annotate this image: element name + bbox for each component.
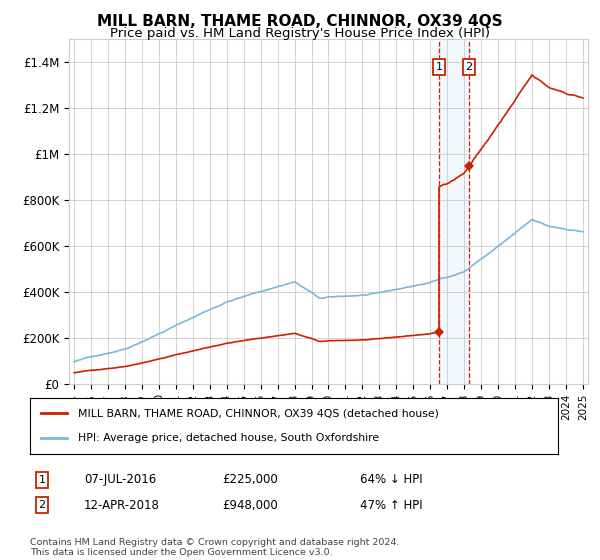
Text: 2: 2 [466,62,472,72]
Text: 1: 1 [38,475,46,485]
Text: £948,000: £948,000 [222,498,278,512]
Bar [439,39,469,384]
Text: 07-JUL-2016: 07-JUL-2016 [84,473,156,487]
Text: 47% ↑ HPI: 47% ↑ HPI [360,498,422,512]
Text: Contains HM Land Registry data © Crown copyright and database right 2024.
This d: Contains HM Land Registry data © Crown c… [30,538,400,557]
Text: 1: 1 [436,62,443,72]
Text: MILL BARN, THAME ROAD, CHINNOR, OX39 4QS: MILL BARN, THAME ROAD, CHINNOR, OX39 4QS [97,14,503,29]
Text: 64% ↓ HPI: 64% ↓ HPI [360,473,422,487]
Text: HPI: Average price, detached house, South Oxfordshire: HPI: Average price, detached house, Sout… [77,433,379,443]
Text: £225,000: £225,000 [222,473,278,487]
Text: MILL BARN, THAME ROAD, CHINNOR, OX39 4QS (detached house): MILL BARN, THAME ROAD, CHINNOR, OX39 4QS… [77,408,439,418]
Text: Price paid vs. HM Land Registry's House Price Index (HPI): Price paid vs. HM Land Registry's House … [110,27,490,40]
Text: 12-APR-2018: 12-APR-2018 [84,498,160,512]
Text: 2: 2 [38,500,46,510]
